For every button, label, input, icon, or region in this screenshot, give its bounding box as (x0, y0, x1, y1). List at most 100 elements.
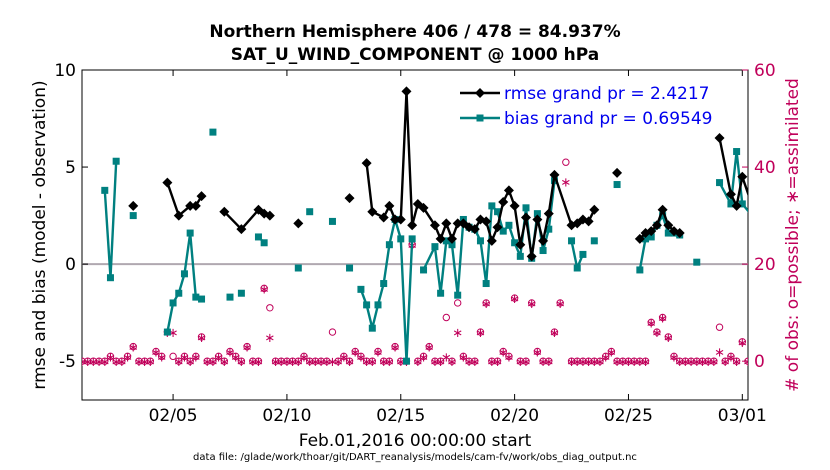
obs-possible-marker (641, 357, 650, 365)
obs-assimilated-marker: ∗ (196, 331, 207, 346)
obs-assimilated-marker: ∗ (725, 350, 736, 365)
obs-possible-marker (493, 357, 502, 365)
rmse-series-marker (515, 239, 526, 250)
obs-possible-marker (157, 352, 166, 361)
obs-possible-marker (192, 352, 200, 361)
obs-possible-marker (624, 357, 633, 365)
obs-possible-marker (317, 357, 325, 365)
obs-possible-marker (266, 304, 274, 312)
axes-box (81, 69, 749, 401)
rmse-series-marker (395, 214, 406, 225)
obs-assimilated-marker: ∗ (156, 350, 167, 365)
obs-possible-marker (328, 328, 337, 336)
obs-possible-marker (169, 352, 177, 361)
obs-possible-marker (135, 357, 143, 365)
obs-assimilated-marker: ∗ (429, 355, 440, 370)
obs-assimilated-marker: ∗ (395, 355, 406, 370)
bias-series-marker (380, 280, 388, 288)
obs-possible-marker (209, 357, 217, 365)
obs-possible-marker (271, 357, 280, 365)
rmse-series-marker (264, 210, 275, 221)
obs-possible-marker (123, 352, 132, 361)
obs-possible-marker (362, 357, 371, 365)
obs-possible-marker (658, 313, 667, 322)
obs-assimilated-marker: ∗ (202, 355, 213, 370)
rmse-series-marker (401, 86, 412, 97)
chart-subtitle: SAT_U_WIND_COMPONENT @ 1000 hPa (231, 45, 599, 65)
obs-assimilated-marker: ∗ (418, 350, 429, 365)
obs-assimilated-marker: ∗ (281, 355, 292, 370)
obs-assimilated-marker: ∗ (122, 350, 133, 365)
obs-possible-marker (425, 342, 433, 351)
obs-assimilated-marker: ∗ (367, 355, 378, 370)
rmse-series-marker (293, 218, 304, 229)
obs-possible-marker (83, 357, 92, 365)
bias-series-marker (180, 270, 188, 278)
obs-assimilated-marker: ∗ (355, 350, 366, 365)
obs-assimilated-marker: ∗ (714, 345, 725, 360)
bias-series-marker (163, 328, 171, 336)
bias-series-marker (613, 181, 621, 189)
obs-assimilated-marker: ∗ (452, 326, 463, 341)
obs-assimilated-marker: ∗ (116, 355, 127, 370)
bias-series-marker (368, 324, 376, 332)
obs-possible-marker (499, 347, 507, 356)
obs-possible-marker (180, 352, 189, 361)
obs-possible-marker (260, 284, 268, 293)
obs-possible-marker (385, 357, 394, 365)
obs-possible-marker (675, 357, 684, 365)
y-right-tick-label: 60 (754, 61, 776, 81)
bias-series-marker (448, 241, 456, 249)
rmse-series-marker (361, 158, 372, 169)
obs-possible-marker (249, 357, 257, 365)
bias-series-marker (590, 237, 598, 245)
x-tick-label: 02/20 (490, 406, 539, 426)
obs-possible-marker (95, 357, 103, 365)
obs-possible-marker (698, 357, 707, 365)
bias-series-marker (636, 266, 644, 274)
obs-assimilated-marker: ∗ (612, 355, 623, 370)
obs-assimilated-marker: ∗ (151, 345, 162, 360)
bias-series-marker (642, 235, 650, 243)
obs-assimilated-marker: ∗ (207, 355, 218, 370)
obs-assimilated-marker: ∗ (680, 355, 691, 370)
obs-possible-marker (283, 357, 291, 365)
rmse-series-marker (390, 214, 401, 225)
obs-assimilated-marker: ∗ (481, 297, 492, 312)
obs-possible-marker (710, 357, 718, 365)
obs-possible-marker (653, 328, 661, 336)
x-tick-label: 02/15 (376, 406, 425, 426)
obs-assimilated-marker: ∗ (589, 355, 600, 370)
obs-assimilated-marker: ∗ (543, 355, 554, 370)
rmse-series-marker (128, 200, 139, 211)
bias-series-marker (169, 299, 177, 307)
obs-assimilated-marker: ∗ (498, 345, 509, 360)
bias-series-marker (442, 237, 450, 245)
obs-assimilated-marker: ∗ (230, 350, 241, 365)
obs-assimilated-marker: ∗ (344, 355, 355, 370)
rmse-series-marker (219, 206, 230, 217)
bias-series-marker (385, 241, 393, 249)
bias-series-marker (488, 202, 496, 210)
obs-assimilated-marker: ∗ (560, 176, 571, 191)
obs-assimilated-marker: ∗ (390, 341, 401, 356)
x-tick-label: 02/25 (604, 406, 653, 426)
obs-assimilated-marker: ∗ (327, 355, 338, 370)
obs-assimilated-marker: ∗ (270, 355, 281, 370)
legend: rmse grand pr = 2.4217 bias grand pr = 0.… (460, 84, 713, 129)
bias-series-marker (750, 214, 757, 221)
bias-series-marker (402, 357, 410, 365)
bias-series-marker (476, 237, 484, 245)
obs-assimilated-marker: ∗ (105, 350, 116, 365)
obs-possible-marker (243, 342, 251, 351)
obs-possible-marker (129, 342, 137, 351)
obs-possible-marker (277, 357, 285, 365)
legend-marker (475, 88, 485, 98)
bias-series-marker (374, 301, 382, 309)
obs-assimilated-marker: ∗ (577, 355, 588, 370)
bias-series-marker (106, 274, 114, 282)
obs-possible-marker (334, 357, 342, 365)
obs-assimilated-marker: ∗ (77, 355, 88, 370)
